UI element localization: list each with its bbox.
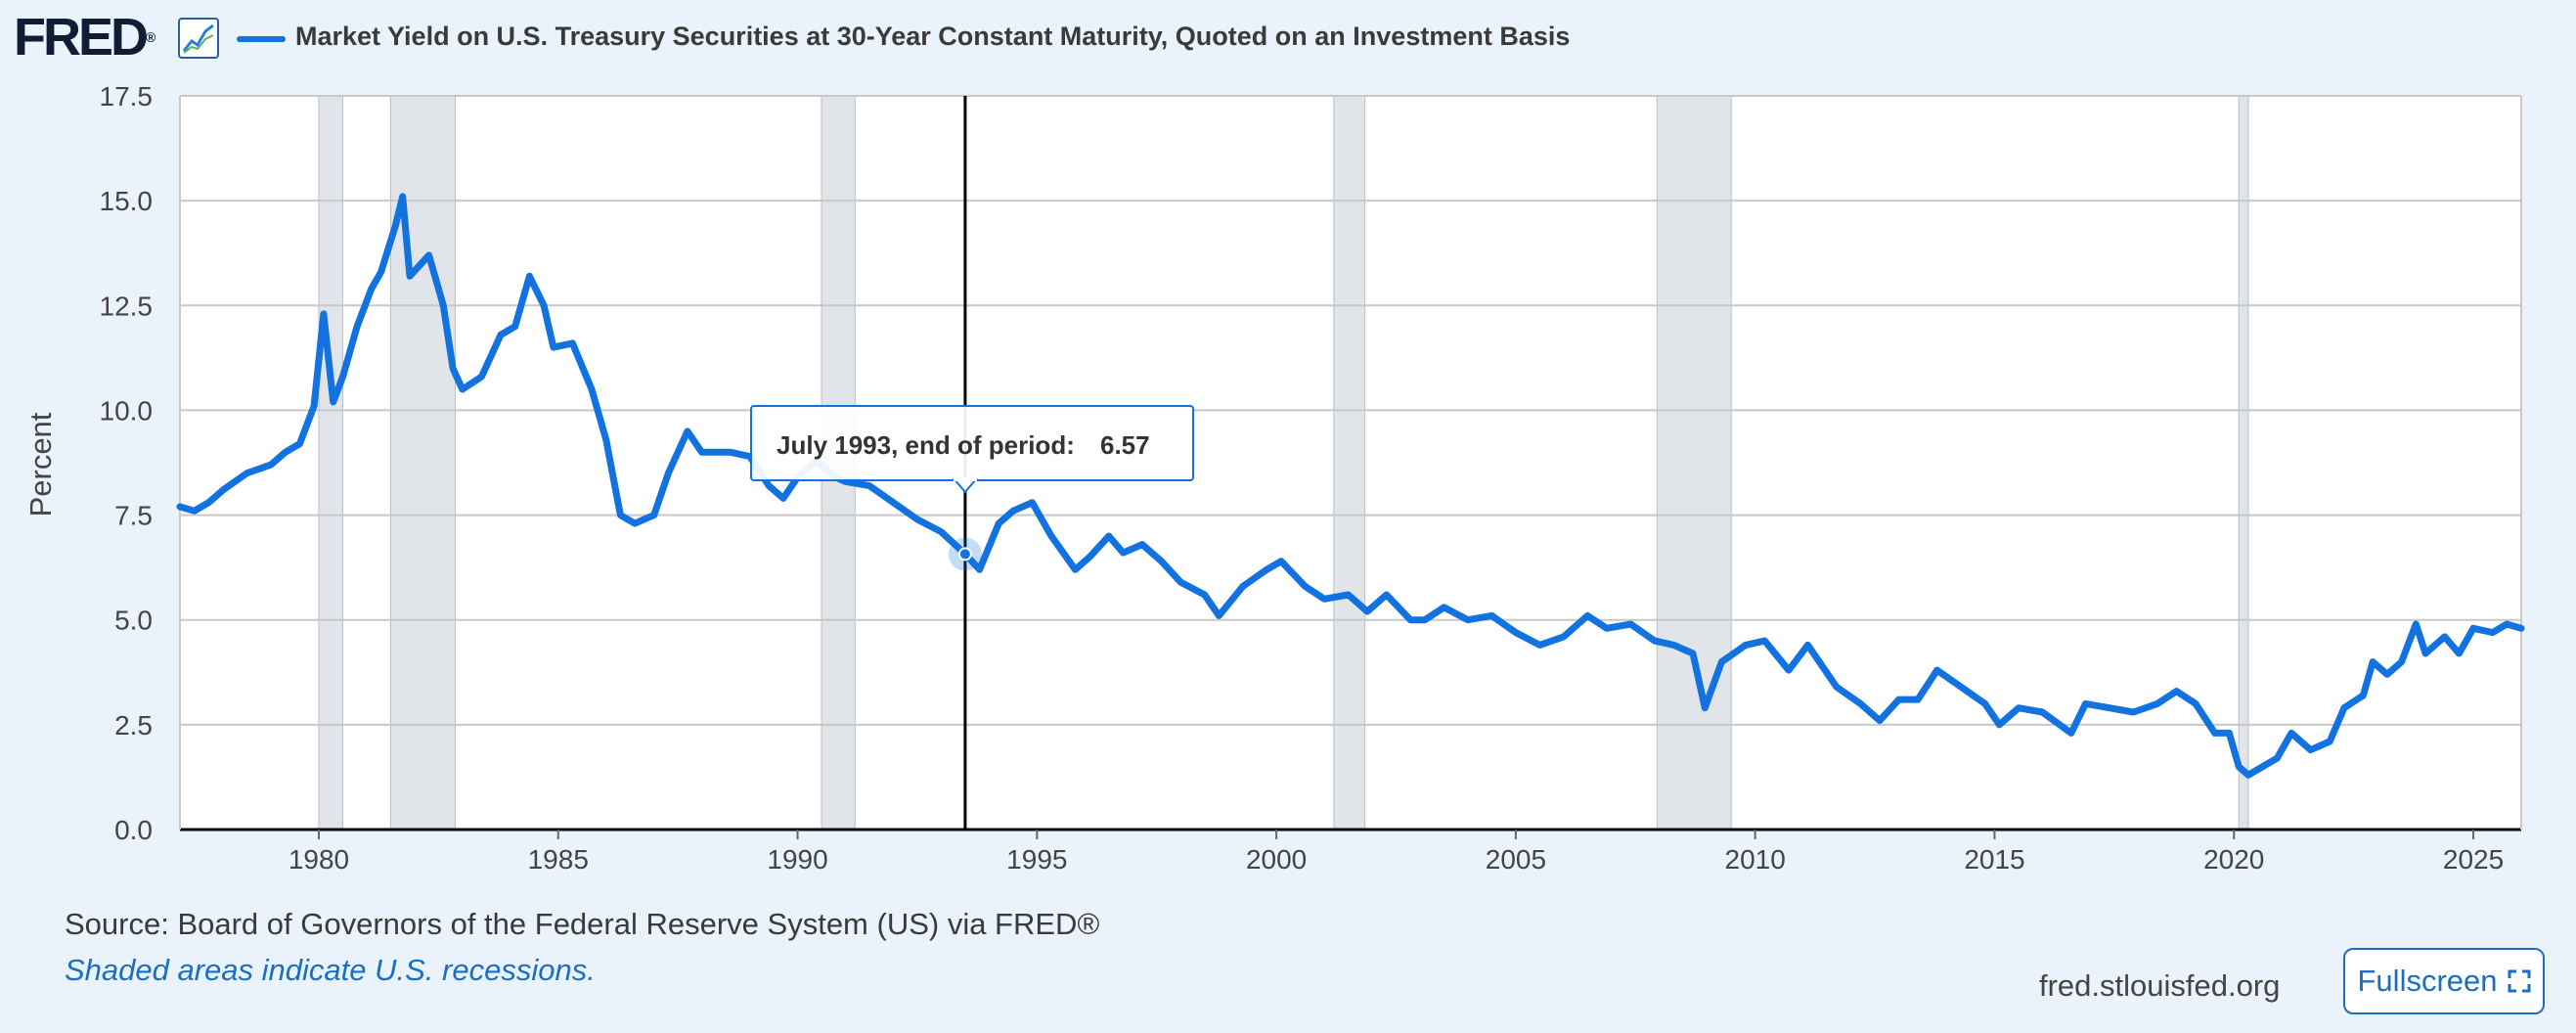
expand-icon [2508, 969, 2530, 993]
fred-logo[interactable]: FRED® [14, 8, 155, 67]
series-line[interactable] [176, 193, 2525, 779]
x-tick-label: 1985 [528, 844, 589, 875]
hover-group: July 1993, end of period: 6.57 [750, 96, 1194, 830]
x-tick-label: 2005 [1486, 844, 1546, 875]
grid-lines [179, 95, 2522, 831]
source-note: Source: Board of Governors of the Federa… [65, 907, 1100, 941]
x-tick-label: 1980 [289, 844, 349, 875]
tooltip-pointer-mask [953, 477, 977, 481]
fred-logo-mark: ® [146, 29, 156, 45]
x-tick-label: 2025 [2443, 844, 2504, 875]
recession-band [2238, 95, 2249, 831]
y-tick-label: 2.5 [114, 710, 153, 741]
recession-bands [180, 95, 2521, 831]
x-tick-label: 2010 [1725, 844, 1786, 875]
site-url[interactable]: fred.stlouisfed.org [2039, 968, 2281, 1003]
fullscreen-label: Fullscreen [2357, 964, 2498, 998]
recession-note: Shaded areas indicate U.S. recessions. [65, 953, 596, 987]
y-axis-label: Percent [23, 412, 58, 516]
recession-band [1656, 95, 1732, 831]
y-tick-label: 7.5 [114, 501, 153, 531]
recession-band [318, 95, 343, 831]
legend-swatch [237, 36, 286, 42]
line-chart-icon-graphic [182, 23, 214, 54]
x-tick-label: 1995 [1006, 844, 1067, 875]
y-axis-ticks: 0.0 2.5 5.0 7.5 10.0 12.5 15.0 17.5 [100, 81, 154, 845]
x-axis-ticks: 1980 1985 1990 1995 2000 2005 2010 2015 2020 2025 [289, 830, 2504, 875]
chart-title: Market Yield on U.S. Treasury Securities… [295, 22, 1571, 51]
tooltip-value: 6.57 [1100, 430, 1150, 460]
fullscreen-button[interactable]: Fullscreen [2343, 948, 2545, 1014]
line-chart-icon[interactable] [178, 18, 219, 59]
y-tick-label: 0.0 [114, 815, 153, 845]
tooltip-label: July 1993, end of period: [777, 430, 1075, 460]
chart-header: FRED® Market Yield on U.S. Treasury Secu… [0, 0, 2576, 84]
x-tick-label: 2015 [1964, 844, 2024, 875]
x-tick-label: 1990 [767, 844, 827, 875]
fred-logo-text: FRED [14, 8, 149, 67]
y-tick-label: 5.0 [114, 606, 153, 636]
y-tick-label: 17.5 [100, 81, 154, 112]
hover-point[interactable] [957, 547, 972, 561]
y-tick-label: 12.5 [100, 291, 154, 321]
recession-band [1333, 95, 1366, 831]
y-tick-label: 10.0 [100, 395, 154, 426]
series-group [176, 193, 2525, 779]
y-tick-label: 15.0 [100, 186, 154, 216]
x-tick-label: 2020 [2203, 844, 2264, 875]
x-tick-label: 2000 [1246, 844, 1307, 875]
